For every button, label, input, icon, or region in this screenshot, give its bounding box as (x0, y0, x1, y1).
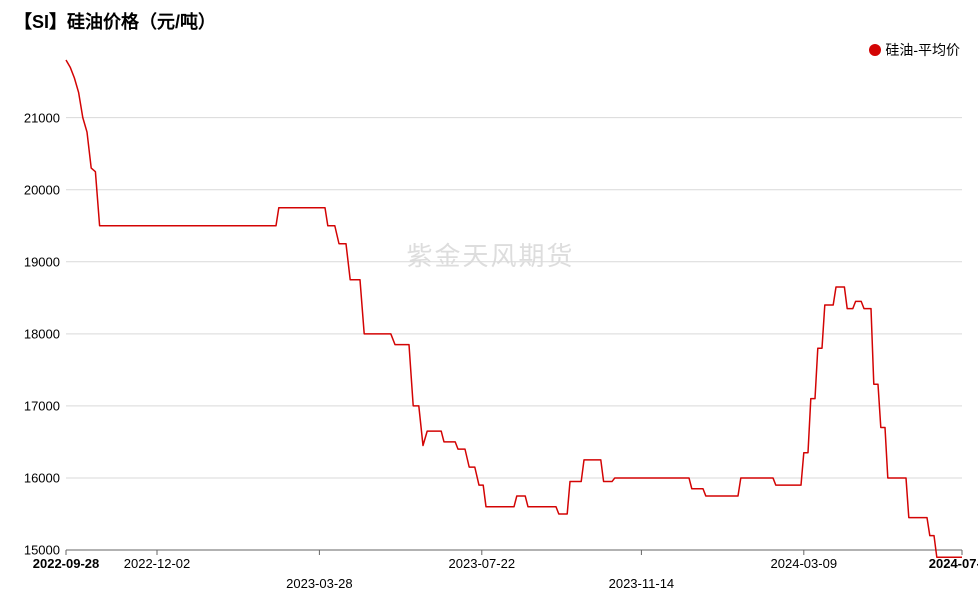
x-tick-label: 2022-09-28 (33, 556, 100, 571)
y-tick-label: 18000 (24, 326, 60, 341)
y-tick-label: 16000 (24, 470, 60, 485)
y-tick-label: 17000 (24, 398, 60, 413)
legend-label: 硅油-平均价 (885, 40, 960, 60)
y-tick-label: 20000 (24, 182, 60, 197)
x-tick-label: 2022-12-02 (124, 556, 191, 571)
y-tick-label: 19000 (24, 254, 60, 269)
chart-title: 【SI】硅油价格（元/吨） (14, 8, 216, 34)
plot-area: 紫金天风期货 150001600017000180001900020000210… (66, 60, 962, 550)
plot-svg (66, 60, 962, 550)
legend: 硅油-平均价 (869, 40, 960, 60)
x-tick-label: 2023-07-22 (449, 556, 516, 571)
x-tick-label: 2024-03-09 (771, 556, 838, 571)
y-tick-label: 21000 (24, 110, 60, 125)
chart-container: 【SI】硅油价格（元/吨） 硅油-平均价 紫金天风期货 150001600017… (0, 0, 978, 610)
x-tick-label: 2024-07-01 (929, 556, 978, 571)
legend-marker-icon (869, 44, 881, 56)
x-tick-label: 2023-11-14 (609, 576, 675, 591)
x-tick-label: 2023-03-28 (286, 576, 353, 591)
